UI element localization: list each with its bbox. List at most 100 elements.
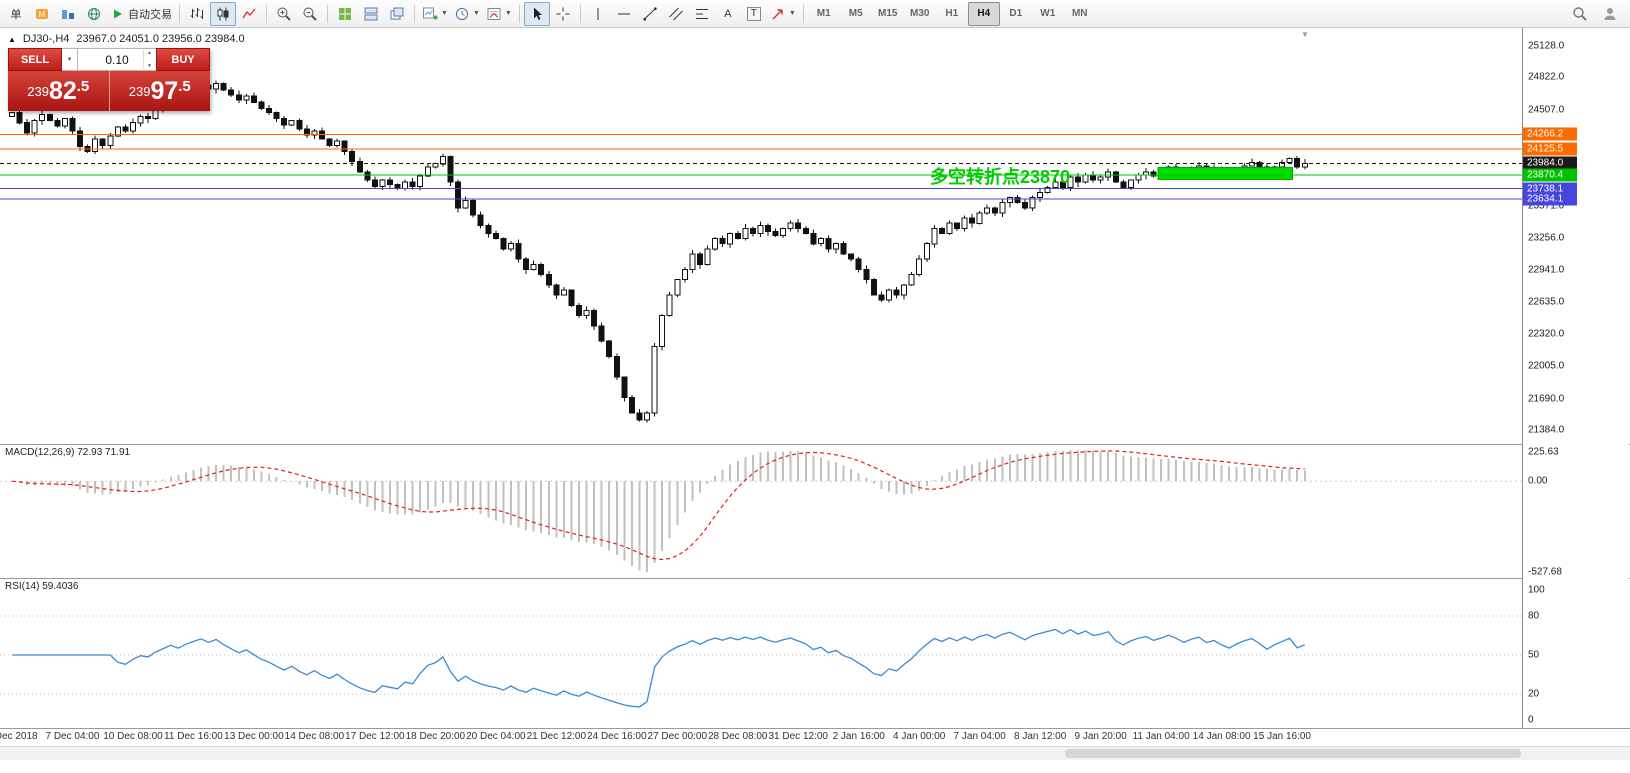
tf-h1-button[interactable]: H1 [945,8,959,19]
volume-dropdown[interactable]: ▼ [62,48,78,71]
axis-label: 0 [1528,714,1534,726]
volume-value: 0.10 [105,52,129,67]
horizontal-line-button[interactable] [611,2,637,26]
vertical-line-button[interactable] [585,2,611,26]
volume-input[interactable]: 0.10 ▲ ▼ [78,48,156,71]
time-label: 4 Jan 00:00 [893,731,946,742]
chart-shift-icon[interactable]: ▼ [1301,30,1309,39]
label-tool-button[interactable]: T [741,2,767,26]
main-toolbar: 单 M 自动交易 ▼ ▼ ▼ A T ▼ M1 M5 M15 M30 H1 H4 D1 W1 MN [0,0,1630,28]
line-chart-button[interactable] [236,2,262,26]
tf-w1-button[interactable]: W1 [1040,8,1056,19]
community-button[interactable] [1597,2,1623,26]
tf-m5-button[interactable]: M5 [848,8,863,19]
horizontal-line-icon [617,13,630,14]
sell-price-prefix: 239 [27,83,49,99]
arrows-tool-button[interactable]: ▼ [767,2,799,26]
panel-separator[interactable] [0,578,1630,579]
price-level-badge: 23634.1 [1523,192,1577,206]
templates-button[interactable]: ▼ [483,2,515,26]
new-order-label: 单 [10,8,22,21]
volume-stepper[interactable]: ▲ ▼ [143,50,155,69]
axis-label: 100 [1528,584,1545,596]
search-button[interactable] [1567,2,1593,26]
crosshair-icon [556,7,570,20]
price-axis-column: 25128.024822.024507.023571.023256.022941… [1522,28,1629,728]
new-chart-icon [423,7,438,19]
time-label: 24 Dec 16:00 [587,731,647,742]
current-price-badge: 23984.0 [1523,156,1577,170]
chart-annotation: 多空转折点23870 [930,167,1071,187]
chart-window: 25128.024822.024507.023571.023256.022941… [0,28,1630,773]
label-tool-label: T [746,6,761,21]
toolbar-separator [579,4,581,23]
buy-price[interactable]: 239 97 .5 [109,71,210,111]
tf-d1-button[interactable]: D1 [1009,8,1023,19]
sell-price-big: 82 [48,76,77,105]
arrange-horizontal-button[interactable] [358,2,384,26]
toolbar-separator [179,4,180,23]
panel-separator[interactable] [0,444,1630,445]
time-label: 10 Dec 08:00 [103,731,163,742]
vertical-line-icon [597,7,599,20]
autotrading-button[interactable]: 自动交易 [107,2,175,26]
axis-separator [0,728,1630,729]
toolbar-separator [518,4,520,23]
stepper-up-icon[interactable]: ▲ [147,50,152,56]
symbol-info: ▲ DJ30-,H4 23967.0 24051.0 23956.0 23984… [8,33,245,45]
autotrading-icon [114,9,122,18]
symbol-ohlc: 23967.0 24051.0 23956.0 23984.0 [76,33,245,45]
bar-chart-icon [190,7,203,19]
fibonacci-button[interactable] [689,2,715,26]
tf-m1-button[interactable]: M1 [816,8,831,19]
text-tool-button[interactable]: A [715,2,741,26]
community-icon [1604,7,1616,20]
horizontal-scrollbar[interactable] [0,746,1630,760]
new-chart-button[interactable]: ▼ [419,2,451,26]
charts-list-button[interactable] [55,2,81,26]
toolbar-separator [802,4,804,23]
tf-m30-button[interactable]: M30 [910,8,930,19]
equidistant-channel-button[interactable] [663,2,689,26]
price-chart[interactable] [0,28,1522,444]
zoom-in-button[interactable] [271,2,297,26]
axis-label: 24507.0 [1528,104,1565,116]
stepper-down-icon[interactable]: ▼ [147,63,152,69]
line-chart-icon [242,8,256,18]
tile-windows-button[interactable] [332,2,358,26]
trendline-button[interactable] [637,2,663,26]
bar-chart-button[interactable] [184,2,210,26]
chevron-down-icon: ▼ [441,10,448,17]
cascade-windows-button[interactable] [384,2,410,26]
trade-panel-prices: 239 82 .5 239 97 .5 [8,71,210,111]
rsi-indicator-panel[interactable] [0,578,1522,728]
price-level-badge: 23738.1 [1523,182,1577,196]
macd-indicator-panel[interactable] [0,444,1522,578]
symbol-name: DJ30-,H4 [22,33,70,45]
help-globe-button[interactable] [81,2,107,26]
new-order-button[interactable]: 单 [3,2,29,26]
time-label: 15 Jan 16:00 [1253,731,1311,742]
tf-h4-button[interactable]: H4 [967,1,1000,26]
time-label: 27 Dec 00:00 [647,731,708,742]
crosshair-button[interactable] [550,2,576,26]
macd-signal-line [11,450,1305,561]
cursor-button[interactable] [523,1,550,26]
buy-button[interactable]: BUY [156,48,210,71]
periods-button[interactable]: ▼ [451,2,483,26]
help-globe-icon [88,7,100,20]
sell-button[interactable]: SELL [8,48,62,71]
sell-price[interactable]: 239 82 .5 [8,71,110,111]
tf-m15-button[interactable]: M15 [878,8,898,19]
candlestick-chart-button[interactable] [210,1,236,26]
time-label: 11 Jan 04:00 [1132,731,1190,742]
mql5-community-button[interactable]: M [29,2,55,26]
axis-label: 22941.0 [1528,264,1565,276]
zoom-out-button[interactable] [297,2,323,26]
tile-windows-icon [339,7,351,20]
tf-mn-button[interactable]: MN [1071,8,1088,19]
one-click-collapse-icon[interactable]: ▲ [8,34,16,44]
buy-price-prefix: 239 [128,83,151,99]
scrollbar-thumb[interactable] [1065,749,1521,758]
time-label: 2 Jan 16:00 [832,731,885,742]
